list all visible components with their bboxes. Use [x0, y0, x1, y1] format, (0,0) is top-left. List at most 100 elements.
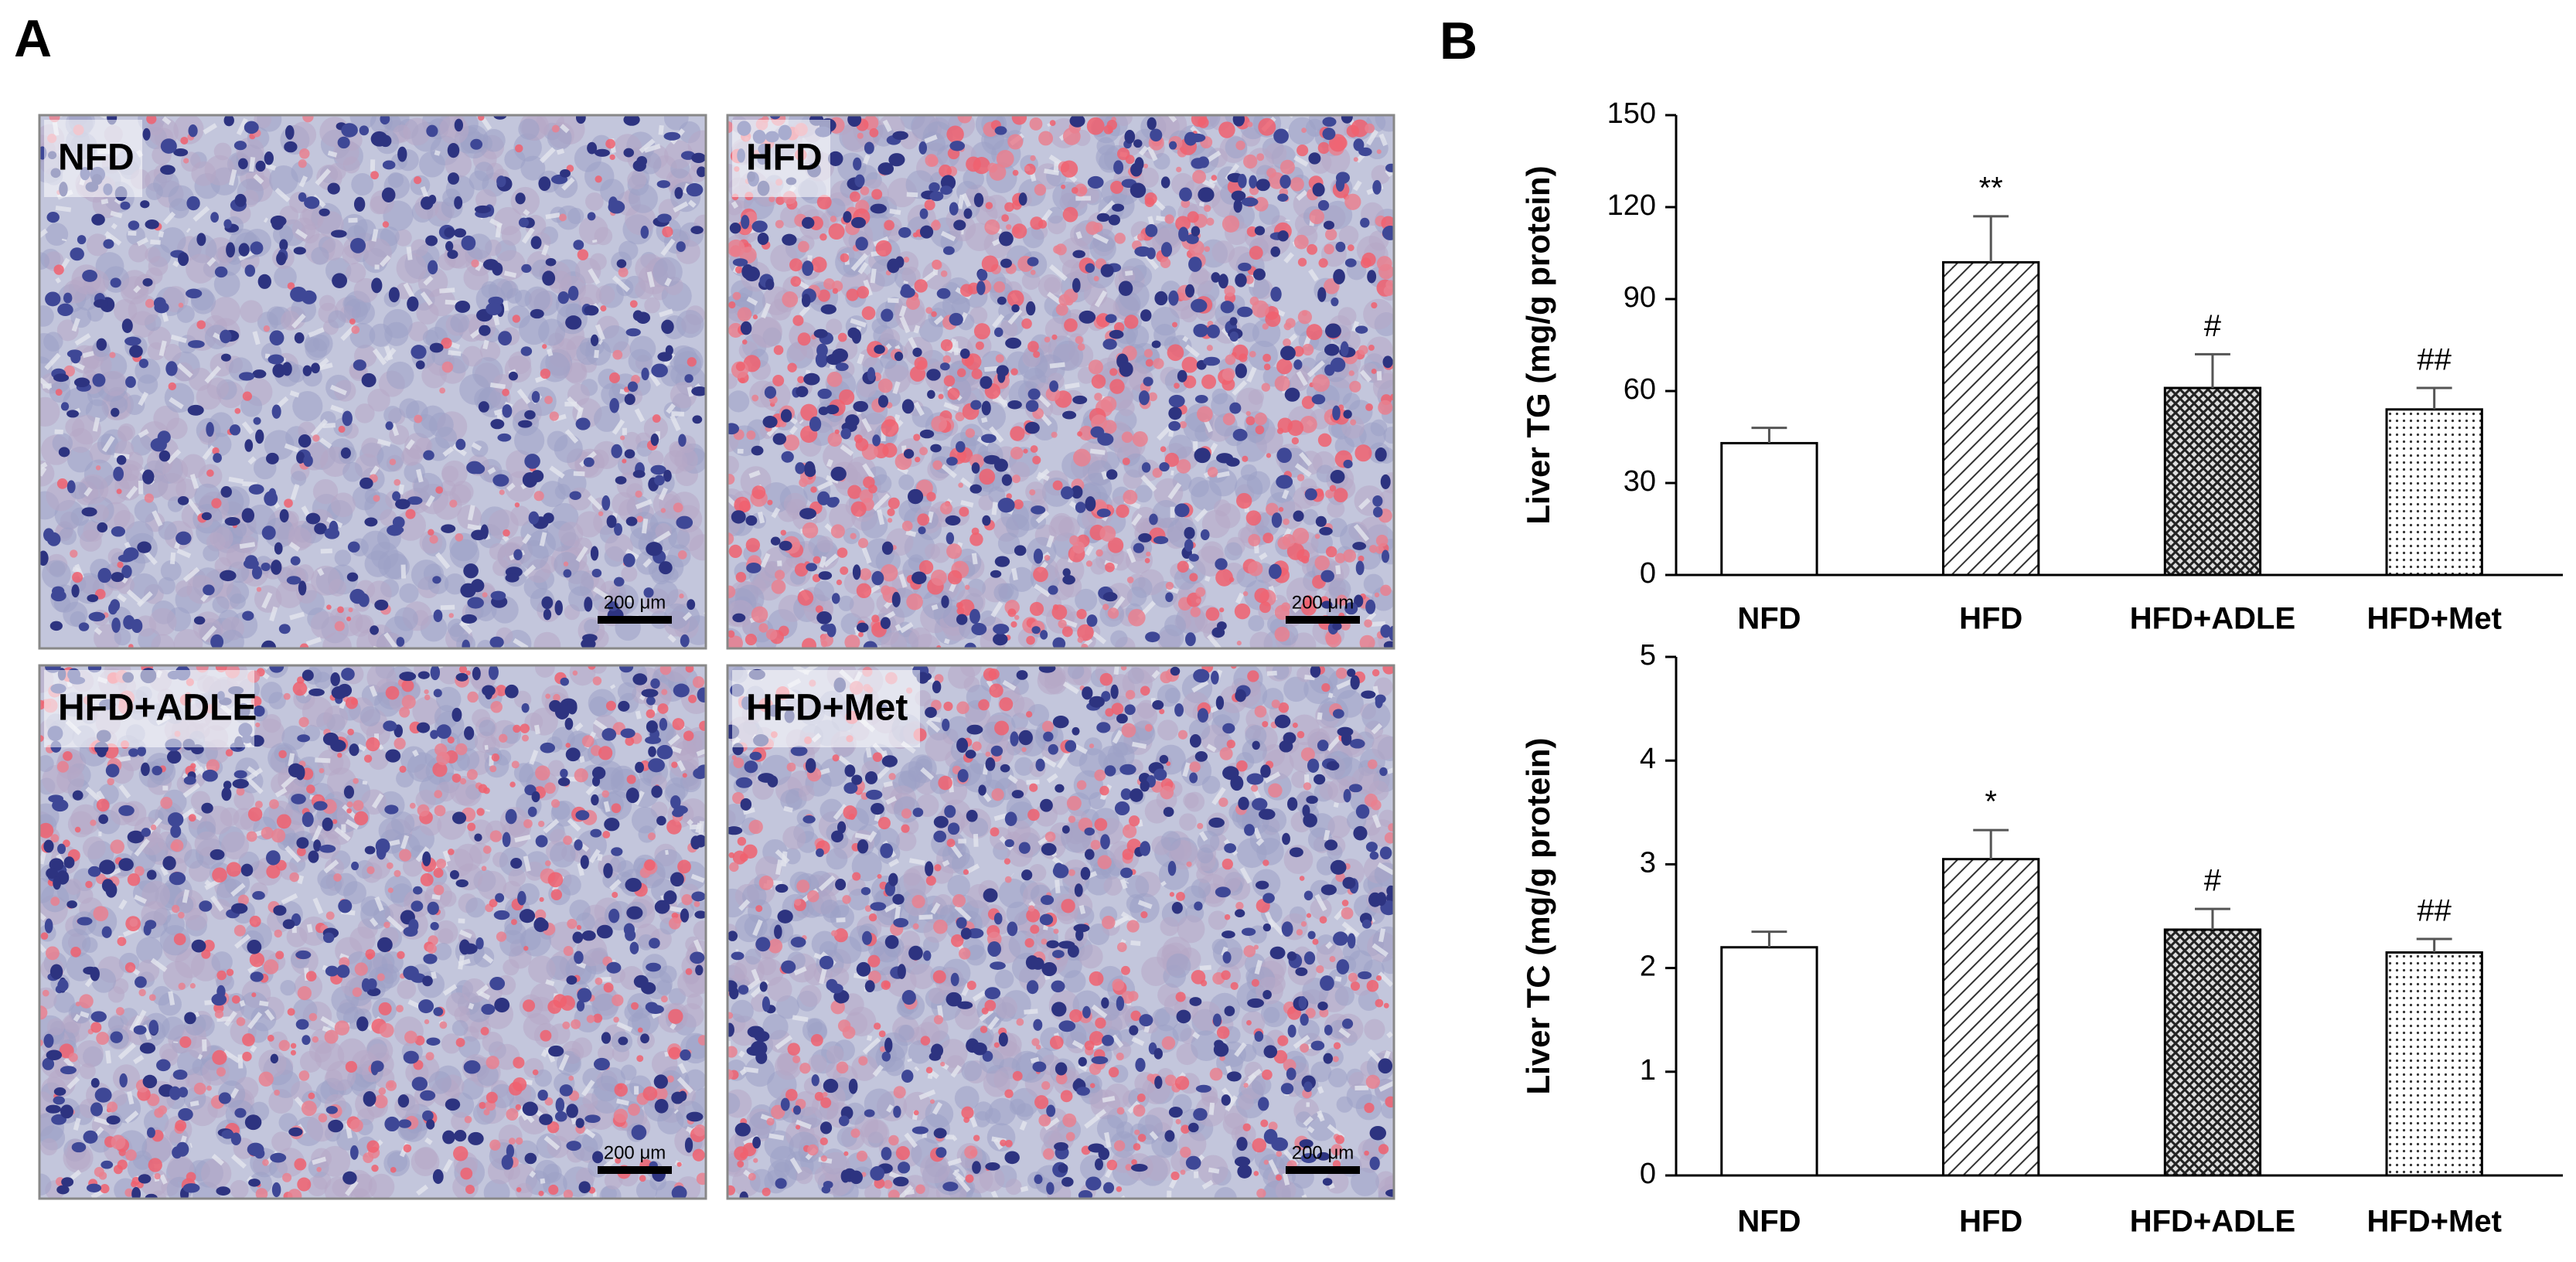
lipid-droplet: [679, 594, 684, 599]
nucleus: [1200, 529, 1210, 541]
nucleus: [524, 410, 536, 420]
cytoplasm: [399, 583, 419, 604]
lipid-droplet: [1201, 374, 1217, 389]
sinusoid: [182, 773, 189, 780]
nucleus: [1062, 575, 1075, 585]
lipid-droplet: [1245, 416, 1256, 426]
lipid-droplet: [234, 407, 241, 414]
nucleus: [1179, 187, 1192, 202]
sinusoid: [383, 345, 394, 361]
sinusoid: [211, 1154, 224, 1166]
sinusoid: [1046, 535, 1055, 548]
nucleus: [1014, 545, 1027, 556]
sinusoid: [201, 625, 217, 642]
sinusoid: [906, 192, 918, 198]
sinusoid: [664, 277, 673, 287]
lipid-droplet: [884, 219, 894, 231]
nucleus: [665, 345, 673, 355]
nucleus: [244, 121, 259, 134]
sinusoid: [1047, 122, 1053, 128]
cytoplasm: [76, 886, 94, 904]
cytoplasm: [343, 881, 366, 905]
cytoplasm: [107, 1015, 124, 1032]
lipid-droplet: [256, 587, 262, 592]
lipid-droplet: [1038, 131, 1054, 146]
lipid-droplet: [620, 435, 625, 441]
nucleus: [1147, 117, 1157, 131]
lipid-droplet: [787, 362, 797, 372]
cytoplasm: [62, 928, 91, 958]
lipid-droplet: [914, 356, 928, 370]
nucleus: [727, 423, 740, 435]
nucleus: [274, 542, 283, 555]
sinusoid: [696, 749, 706, 757]
sinusoid: [74, 333, 91, 346]
nucleus: [286, 576, 302, 585]
nucleus: [731, 510, 746, 524]
lipid-droplet: [734, 496, 751, 513]
lipid-droplet: [1378, 400, 1393, 415]
lipid-droplet: [815, 605, 823, 614]
lipid-droplet: [1242, 455, 1249, 462]
nucleus: [337, 136, 350, 149]
nucleus: [1118, 281, 1133, 297]
nucleus: [971, 622, 987, 636]
lipid-droplet: [1144, 558, 1150, 563]
cytoplasm: [528, 955, 556, 984]
cytoplasm: [188, 367, 212, 391]
nucleus: [302, 365, 312, 376]
lipid-droplet: [779, 625, 789, 637]
nucleus: [691, 152, 706, 163]
lipid-droplet: [53, 264, 64, 275]
nucleus: [530, 308, 544, 319]
lipid-droplet: [1153, 358, 1164, 369]
nucleus: [911, 571, 927, 585]
lipid-droplet: [542, 344, 547, 349]
lipid-droplet: [598, 511, 604, 516]
nucleus: [751, 220, 768, 233]
cytoplasm: [202, 1058, 230, 1086]
lipid-droplet: [1093, 276, 1099, 282]
nucleus: [929, 182, 940, 192]
nucleus: [831, 593, 840, 604]
sinusoid: [1011, 568, 1018, 581]
nucleus: [1216, 621, 1227, 631]
nucleus: [908, 488, 924, 505]
nucleus: [1229, 402, 1242, 414]
lipid-droplet: [1254, 587, 1269, 604]
nucleus: [353, 359, 366, 371]
lipid-droplet: [946, 543, 963, 560]
lipid-droplet: [1095, 549, 1103, 557]
lipid-droplet: [819, 233, 827, 241]
lipid-droplet: [794, 563, 809, 577]
nucleus: [959, 349, 970, 359]
cytoplasm: [554, 483, 571, 500]
cytoplasm: [383, 308, 413, 338]
cytoplasm: [66, 446, 94, 473]
sinusoid: [186, 498, 203, 517]
lipid-droplet: [1324, 243, 1334, 255]
nucleus: [66, 349, 83, 359]
nucleus: [816, 343, 828, 358]
nucleus: [63, 292, 73, 304]
cytoplasm: [668, 527, 690, 549]
cytoplasm: [415, 437, 433, 454]
lipid-droplet: [1165, 581, 1174, 590]
lipid-droplet: [775, 219, 784, 229]
lipid-droplet: [1061, 184, 1066, 189]
sinusoid: [176, 548, 192, 559]
sinusoid: [1294, 463, 1312, 478]
sinusoid: [263, 217, 268, 223]
nucleus: [160, 165, 175, 175]
sinusoid: [541, 244, 550, 256]
sinusoid: [558, 1053, 570, 1071]
cytoplasm: [508, 869, 526, 886]
nucleus: [478, 401, 489, 413]
nucleus: [877, 162, 894, 175]
cytoplasm: [501, 226, 522, 246]
lipid-droplet: [1060, 160, 1078, 178]
sinusoid: [475, 984, 489, 996]
cytoplasm: [111, 1090, 128, 1106]
cytoplasm: [624, 1002, 644, 1022]
